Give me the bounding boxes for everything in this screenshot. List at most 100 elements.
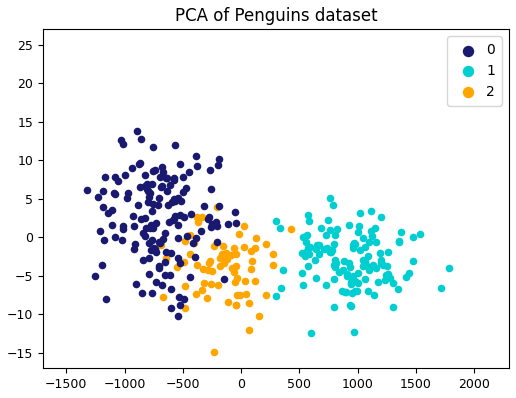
1 <box>372 239 380 246</box>
0 <box>123 190 132 196</box>
2 <box>200 280 208 286</box>
0 <box>149 201 157 207</box>
0 <box>119 226 127 232</box>
0 <box>173 235 182 241</box>
2 <box>227 252 235 258</box>
1 <box>323 245 331 251</box>
0 <box>171 198 180 205</box>
0 <box>175 293 184 300</box>
2 <box>159 293 168 300</box>
2 <box>205 259 214 266</box>
0 <box>167 250 175 256</box>
0 <box>232 219 240 226</box>
1 <box>395 239 403 246</box>
0 <box>160 272 169 278</box>
0 <box>108 222 116 228</box>
1 <box>397 229 405 235</box>
1 <box>377 260 385 267</box>
0 <box>99 204 107 210</box>
0 <box>176 302 185 308</box>
0 <box>224 220 232 227</box>
2 <box>210 349 218 355</box>
0 <box>162 249 170 256</box>
0 <box>191 254 199 261</box>
0 <box>166 272 174 278</box>
0 <box>130 223 138 229</box>
2 <box>189 240 198 246</box>
0 <box>220 276 229 282</box>
0 <box>161 230 169 236</box>
1 <box>301 252 310 259</box>
1 <box>345 222 353 228</box>
0 <box>189 240 198 246</box>
0 <box>139 257 148 263</box>
0 <box>174 222 182 228</box>
1 <box>350 288 359 295</box>
0 <box>104 210 112 217</box>
0 <box>141 183 149 189</box>
2 <box>250 278 259 285</box>
0 <box>110 190 119 197</box>
1 <box>304 218 313 224</box>
2 <box>222 256 231 262</box>
0 <box>151 246 159 253</box>
0 <box>170 212 179 219</box>
0 <box>174 312 182 319</box>
0 <box>137 136 146 142</box>
0 <box>152 220 160 226</box>
0 <box>140 233 149 239</box>
2 <box>207 281 215 287</box>
0 <box>138 230 147 236</box>
1 <box>361 258 369 265</box>
1 <box>374 279 382 285</box>
1 <box>324 217 332 223</box>
1 <box>384 271 392 277</box>
1 <box>377 256 385 263</box>
1 <box>409 234 417 240</box>
0 <box>130 246 138 252</box>
2 <box>192 291 201 298</box>
0 <box>95 228 104 234</box>
1 <box>416 231 424 238</box>
0 <box>119 223 127 230</box>
1 <box>349 329 358 335</box>
0 <box>158 282 167 289</box>
1 <box>345 259 353 266</box>
1 <box>331 257 340 263</box>
0 <box>162 259 170 265</box>
1 <box>322 282 331 288</box>
0 <box>144 188 152 194</box>
0 <box>138 290 146 296</box>
0 <box>146 224 154 231</box>
1 <box>298 269 306 276</box>
2 <box>186 232 195 238</box>
0 <box>136 184 144 190</box>
1 <box>333 226 341 232</box>
1 <box>405 270 413 277</box>
0 <box>231 209 239 215</box>
0 <box>119 141 127 148</box>
2 <box>231 279 239 285</box>
0 <box>157 183 166 190</box>
1 <box>383 262 391 269</box>
2 <box>213 204 221 210</box>
1 <box>316 224 325 231</box>
0 <box>141 215 149 221</box>
0 <box>99 188 107 194</box>
0 <box>200 203 208 209</box>
1 <box>320 246 329 252</box>
1 <box>361 276 369 282</box>
2 <box>194 219 202 225</box>
1 <box>369 262 377 268</box>
1 <box>353 280 362 287</box>
0 <box>98 261 106 268</box>
1 <box>367 208 375 215</box>
0 <box>170 175 179 181</box>
2 <box>193 214 201 220</box>
1 <box>341 289 349 295</box>
1 <box>390 304 398 310</box>
1 <box>329 304 337 310</box>
0 <box>206 224 215 230</box>
2 <box>232 302 240 308</box>
2 <box>220 260 229 266</box>
